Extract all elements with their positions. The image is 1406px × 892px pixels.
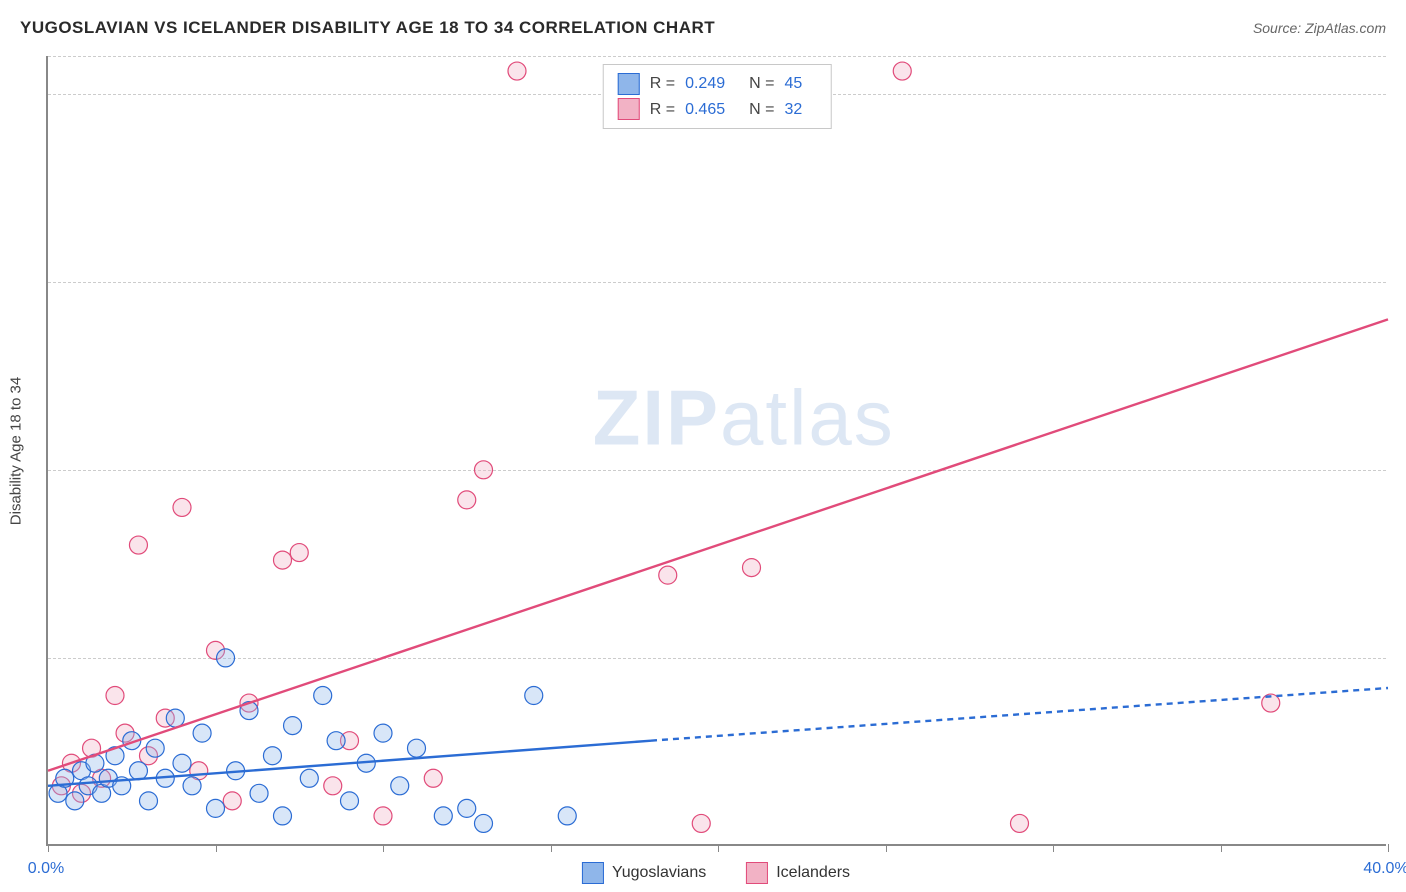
- legend-label-icelanders: Icelanders: [776, 864, 850, 882]
- stats-row-yugoslavians: R = 0.249 N = 45: [618, 71, 817, 97]
- r-value-yugoslavians: 0.249: [685, 71, 725, 97]
- y-axis-label: Disability Age 18 to 34: [8, 377, 25, 525]
- plot-frame: ZIPatlas R = 0.249 N = 45 R = 0.465 N = …: [46, 56, 1386, 846]
- chart-area: Disability Age 18 to 34 ZIPatlas R = 0.2…: [46, 56, 1386, 846]
- legend-label-yugoslavians: Yugoslavians: [612, 864, 706, 882]
- x-tick-label: 0.0%: [28, 860, 64, 878]
- source-label: Source: ZipAtlas.com: [1253, 20, 1386, 36]
- n-value-icelanders: 32: [784, 97, 802, 123]
- x-tick-label: 40.0%: [1363, 860, 1406, 878]
- legend-item-icelanders: Icelanders: [746, 862, 850, 884]
- series-legend: Yugoslavians Icelanders: [582, 862, 850, 884]
- scatter-plot: [48, 56, 1386, 844]
- chart-title: YUGOSLAVIAN VS ICELANDER DISABILITY AGE …: [20, 18, 715, 38]
- legend-item-yugoslavians: Yugoslavians: [582, 862, 706, 884]
- n-value-yugoslavians: 45: [784, 71, 802, 97]
- r-value-icelanders: 0.465: [685, 97, 725, 123]
- swatch-icelanders: [618, 98, 640, 120]
- stats-row-icelanders: R = 0.465 N = 32: [618, 97, 817, 123]
- stats-legend: R = 0.249 N = 45 R = 0.465 N = 32: [603, 64, 832, 129]
- swatch-yugoslavians: [618, 73, 640, 95]
- swatch-yugoslavians-2: [582, 862, 604, 884]
- swatch-icelanders-2: [746, 862, 768, 884]
